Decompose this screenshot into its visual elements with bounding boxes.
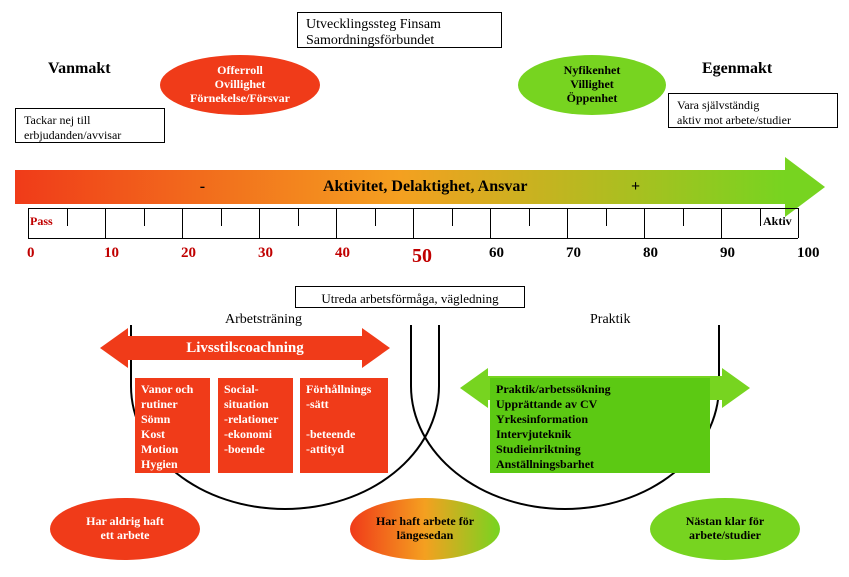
left-double-arrow: Livsstilscoachning [100, 328, 390, 368]
tick-label: 10 [104, 245, 119, 262]
tick-label: 0 [27, 245, 35, 262]
box-vanor: Vanor ochrutinerSömnKostMotionHygien [135, 378, 210, 473]
scale-right-label: Aktiv [763, 214, 792, 229]
tick [567, 208, 568, 238]
scale-left-label: Pass [30, 214, 53, 229]
tick-short [529, 208, 530, 226]
tick [182, 208, 183, 238]
tick-short [298, 208, 299, 226]
tick [721, 208, 722, 238]
tick-short [221, 208, 222, 226]
tick-label: 90 [720, 245, 735, 262]
tick-label: 30 [258, 245, 273, 262]
tick-short [375, 208, 376, 226]
left-section-label: Arbetsträning [225, 312, 302, 328]
box-praktik: Praktik/arbetssökningUpprättande av CVYr… [490, 378, 710, 473]
main-arrow-shaft: - Aktivitet, Delaktighet, Ansvar + [15, 170, 785, 204]
right-desc-box: Vara självständig aktiv mot arbete/studi… [668, 93, 838, 128]
tick [28, 208, 29, 238]
scale-base-line [28, 238, 798, 239]
tick-label: 60 [489, 245, 504, 262]
title-line2: Samordningsförbundet [306, 33, 493, 49]
nyfikenhet-ellipse: Nyfikenhet Villighet Öppenhet [518, 55, 666, 115]
tick-label: 70 [566, 245, 581, 262]
tick [798, 208, 799, 238]
left-arrow-label: Livsstilscoachning [128, 336, 362, 360]
left-desc-box: Tackar nej till erbjudanden/avvisar [15, 108, 165, 143]
tick-label: 40 [335, 245, 350, 262]
tick [644, 208, 645, 238]
subtitle-box: Utreda arbetsförmåga, vägledning [295, 286, 525, 308]
tick-label: 50 [412, 245, 432, 268]
left-heading: Vanmakt [48, 60, 111, 78]
tick-short [683, 208, 684, 226]
arrow-minus: - [200, 178, 205, 196]
tick [490, 208, 491, 238]
box-social: Social-situation-relationer-ekonomi-boen… [218, 378, 293, 473]
tick-label: 100 [797, 245, 820, 262]
tick-short [452, 208, 453, 226]
tick [105, 208, 106, 238]
tick-label: 20 [181, 245, 196, 262]
right-heading: Egenmakt [702, 60, 772, 78]
bottom-right-ellipse: Nästan klar för arbete/studier [650, 498, 800, 560]
offerroll-ellipse: Offerroll Ovillighet Förnekelse/Försvar [160, 55, 320, 115]
bottom-left-ellipse: Har aldrig haft ett arbete [50, 498, 200, 560]
tick [413, 208, 414, 238]
bottom-mid-ellipse: Har haft arbete för längesedan [350, 498, 500, 560]
title-box: Utvecklingssteg Finsam Samordningsförbun… [297, 12, 502, 48]
tick-label: 80 [643, 245, 658, 262]
box-forhallning: Förhållnings-sätt -beteende-attityd [300, 378, 388, 473]
tick [259, 208, 260, 238]
arrow-center: Aktivitet, Delaktighet, Ansvar [323, 178, 527, 196]
right-section-label: Praktik [590, 312, 630, 328]
tick [336, 208, 337, 238]
tick-short [67, 208, 68, 226]
tick-short [606, 208, 607, 226]
arrow-plus: + [631, 178, 640, 196]
tick-short [760, 208, 761, 226]
tick-short [144, 208, 145, 226]
title-line1: Utvecklingssteg Finsam [306, 17, 493, 33]
